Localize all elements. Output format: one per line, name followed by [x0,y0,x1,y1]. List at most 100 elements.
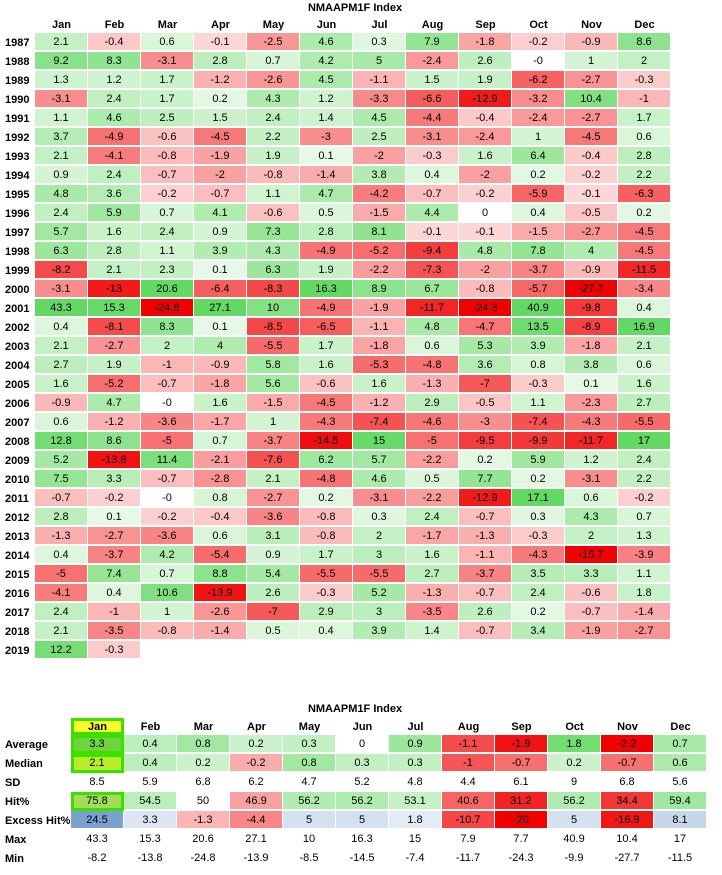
heatmap-cell: 4.3 [247,242,300,261]
stat-cell: 0.3 [283,735,336,754]
heatmap-cell: -0.3 [406,147,459,166]
stat-cell: 5.9 [124,773,177,792]
heatmap-cell: 1.6 [300,356,353,375]
heatmap-cell: 1.7 [141,90,194,109]
heatmap-cell: -0.6 [247,204,300,223]
stat-cell: -8.2 [71,849,124,868]
heatmap-cell: 3.1 [247,527,300,546]
stat-cell: -0.7 [495,754,548,773]
stat-cell: 0 [336,735,389,754]
month-header: Aug [421,19,444,31]
heatmap-cell: -0.8 [300,527,353,546]
heatmap-cell: -2 [459,166,512,185]
heatmap-cell: -2.7 [565,71,618,90]
heatmap-cell: 4.4 [406,204,459,223]
table-row: 2009 5.2 -13.8 11.4 -2.1 -7.6 6.2 5.7 -2.2 0.2 5.9… [4,451,671,470]
stat-cell: -1 [442,754,495,773]
table-row: 1992 3.7 -4.9 -0.6 -4.5 2.2 -3 2.5 -3.1 -2.4 1 -4.5… [4,128,671,147]
heatmap-cell: 2.6 [459,603,512,622]
stat-cell: 6.1 [495,773,548,792]
heatmap-cell: 1.2 [300,90,353,109]
heatmap-cell: -3.5 [88,622,141,641]
heatmap-cell: 2 [141,337,194,356]
heatmap-cell: -2 [194,166,247,185]
stat-cell: 24.5 [71,811,124,830]
heatmap-cell: -4.5 [565,128,618,147]
heatmap-cell: -13.9 [194,584,247,603]
year-label: 1995 [5,188,30,201]
heatmap-cell: 1.1 [618,565,671,584]
heatmap-cell: 3 [353,603,406,622]
heatmap-cell [618,641,671,660]
stat-cell: -7.4 [389,849,442,868]
heatmap-cell: 1.7 [618,109,671,128]
stat-cell: 10.4 [601,830,654,849]
heatmap-cell [141,641,194,660]
stat-cell: 59.4 [654,792,707,811]
heatmap-cell: -1 [88,603,141,622]
heatmap-cell: 1 [565,52,618,71]
heatmap-cell: -0.7 [194,185,247,204]
heatmap-cell: 0.2 [512,603,565,622]
heatmap-cell: -4.9 [300,299,353,318]
heatmap-cell: 2.1 [35,33,88,52]
heatmap-cell: 0.6 [141,33,194,52]
heatmap-cell: -2 [353,147,406,166]
heatmap-cell: -8.2 [35,261,88,280]
heatmap-cell: -0.7 [406,185,459,204]
heatmap-cell: -1.4 [300,166,353,185]
stats-row: Hit% 75.8 54.5 50 46.9 56.2 56.2 53.1 40.6 31.2 56… [4,792,707,811]
heatmap-cell: 17.1 [512,489,565,508]
year-label: 1996 [5,207,30,220]
stat-cell: 5 [548,811,601,830]
table-row: 1995 4.8 3.6 -0.2 -0.7 1.1 4.7 -4.2 -0.7 -0.2 -5.9… [4,185,671,204]
year-label: 2005 [5,378,30,391]
heatmap-cell: -0.2 [512,33,565,52]
month-header: Apr [211,19,230,31]
year-label: 2019 [5,644,30,657]
table-row: 1990 -3.1 2.4 1.7 0.2 4.3 1.2 -3.3 -6.6 -12.9 -3.2… [4,90,671,109]
heatmap-cell: 2.3 [141,261,194,280]
stat-cell: 50 [177,792,230,811]
heatmap-cell: -4.5 [618,242,671,261]
heatmap-cell: 0.6 [618,356,671,375]
heatmap-cell: -2.4 [512,109,565,128]
month-header: Jan [71,718,124,735]
heatmap-cell: -7.6 [247,451,300,470]
month-header: Jan [52,19,71,31]
heatmap-cell: -0.3 [618,71,671,90]
heatmap-cell: -1 [618,90,671,109]
year-label: 1992 [5,131,30,144]
heatmap-cell: -8.5 [247,318,300,337]
heatmap-cell: 2.8 [618,147,671,166]
month-header: Jun [352,720,373,733]
heatmap-cell: 2.4 [35,204,88,223]
heatmap-cell: 1.1 [512,394,565,413]
table-row: 2019 12.2 -0.3 [4,641,671,660]
heatmap-cell: -5 [406,432,459,451]
heatmap-cell: 1.9 [88,356,141,375]
table-row: 2012 2.8 0.1 -0.2 -0.4 -3.6 -0.8 0.3 2.4 -0.7 0.3 4… [4,508,671,527]
heatmap-cell: -3.7 [88,546,141,565]
stat-cell: 0.8 [177,735,230,754]
heatmap-cell [247,641,300,660]
heatmap-cell: 2 [618,52,671,71]
stat-cell: 1.8 [389,811,442,830]
year-label: 1989 [5,74,30,87]
heatmap-cell: -1.1 [459,546,512,565]
stat-cell: 75.8 [71,792,124,811]
heatmap-cell: -2.7 [618,622,671,641]
month-header: Feb [140,720,161,733]
heatmap-cell: -6.5 [300,318,353,337]
stat-cell: 0.3 [389,754,442,773]
stat-cell: -1.9 [495,735,548,754]
heatmap-cell: -0.4 [565,147,618,166]
heatmap-cell: 1 [247,413,300,432]
heatmap-cell: -3.3 [353,90,406,109]
stat-cell: 0.2 [230,735,283,754]
stat-cell: 0.3 [336,754,389,773]
heatmap-cell: -15.7 [565,546,618,565]
heatmap-cell: 10.6 [141,584,194,603]
heatmap-cell: 2 [353,527,406,546]
heatmap-cell: 0.1 [565,375,618,394]
